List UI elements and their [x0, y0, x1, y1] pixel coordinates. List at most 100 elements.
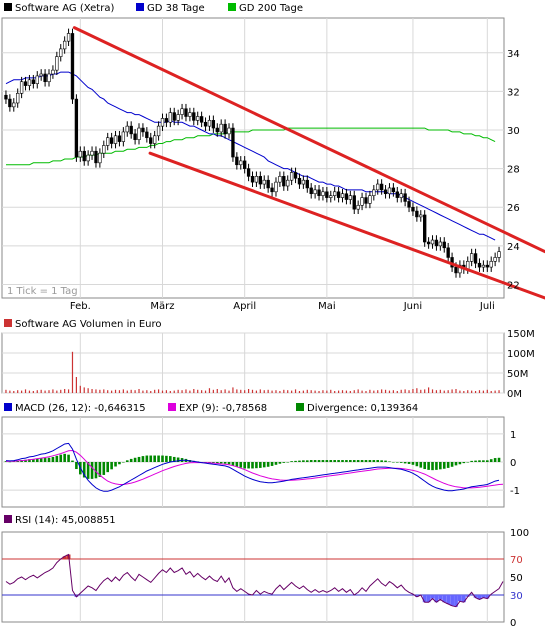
divergence-bar-74 — [294, 460, 297, 462]
candle-body-43 — [172, 112, 176, 121]
volume-y-axis: 150M 100M 50M 0M — [507, 329, 535, 400]
volume-bar-52 — [208, 388, 211, 393]
volume-bar-99 — [392, 390, 394, 393]
candle-body-110 — [434, 239, 439, 247]
candle-60 — [239, 156, 243, 170]
candle-body-73 — [289, 172, 294, 181]
price-series — [4, 28, 501, 278]
volume-bar-37 — [150, 391, 152, 393]
candle-body-44 — [176, 114, 180, 121]
candle-26 — [106, 132, 110, 151]
divergence-bar-107 — [423, 462, 426, 470]
divergence-bar-86 — [341, 460, 344, 462]
candle-body-64 — [254, 176, 259, 183]
candle-body-98 — [387, 187, 392, 195]
volume-bar-12 — [52, 389, 54, 393]
trend-line-upper — [72, 26, 545, 254]
divergence-bar-71 — [282, 462, 286, 463]
volume-bar-113 — [447, 390, 449, 393]
divergence-bar-44 — [176, 457, 180, 462]
candle-106 — [419, 210, 423, 222]
candle-body-37 — [149, 137, 153, 144]
candle-81 — [321, 186, 325, 201]
candle-body-29 — [117, 135, 122, 142]
candle-80 — [317, 185, 321, 201]
divergence-bar-11 — [47, 457, 51, 462]
volume-bar-64 — [255, 390, 258, 393]
divergence-bar-76 — [302, 460, 305, 462]
volume-bar-30 — [122, 389, 124, 393]
volume-bar-101 — [400, 389, 402, 393]
rsi-y-axis: 100 70 50 30 0 — [510, 528, 529, 629]
trend-channel — [72, 26, 545, 300]
candle-59 — [235, 152, 239, 170]
divergence-bar-18 — [75, 462, 78, 470]
candle-body-81 — [321, 191, 325, 196]
candle-body-48 — [192, 112, 196, 121]
volume-bar-44 — [177, 389, 179, 393]
volume-bar-82 — [326, 390, 328, 393]
rsi-panel: RSI (14): 45,008851 100 70 50 30 0 — [1, 515, 529, 629]
candle-body-39 — [156, 125, 161, 137]
price-y-tick-1: 24 — [507, 242, 520, 253]
divergence-bar-122 — [482, 460, 485, 462]
candle-body-78 — [309, 187, 313, 195]
candle-body-82 — [325, 191, 329, 198]
volume-legend-swatch — [4, 319, 12, 327]
candle-29 — [117, 130, 122, 147]
volume-bar-80 — [318, 391, 320, 393]
volume-bar-103 — [408, 390, 410, 393]
candle-body-33 — [133, 133, 137, 140]
volume-bar-123 — [486, 389, 488, 393]
volume-bar-110 — [435, 390, 438, 393]
candle-body-103 — [407, 201, 411, 208]
candle-56 — [223, 119, 227, 139]
volume-bar-120 — [474, 391, 477, 393]
candle-body-69 — [274, 181, 278, 193]
candle-body-36 — [145, 131, 149, 139]
divergence-bar-75 — [298, 460, 301, 462]
candle-14 — [59, 44, 63, 62]
divergence-bar-57 — [227, 462, 231, 465]
candle-body-108 — [426, 241, 431, 245]
candle-58 — [231, 123, 235, 162]
divergence-bar-98 — [388, 461, 391, 462]
candle-120 — [473, 248, 478, 269]
candle-15 — [62, 36, 67, 54]
volume-bar-79 — [314, 390, 316, 393]
candle-body-35 — [141, 127, 145, 133]
volume-bar-107 — [424, 389, 426, 393]
candle-body-20 — [82, 150, 86, 162]
volume-bar-48 — [193, 389, 195, 393]
candle-body-111 — [438, 241, 443, 247]
volume-bar-47 — [189, 390, 191, 393]
volume-bar-63 — [251, 389, 254, 393]
volume-bar-86 — [341, 390, 344, 393]
candle-98 — [387, 183, 392, 199]
divergence-bar-115 — [454, 462, 458, 466]
rsi-oversold-107 — [422, 595, 427, 603]
candle-body-101 — [399, 193, 403, 198]
candle-83 — [329, 190, 333, 203]
candle-126 — [497, 246, 501, 263]
candle-body-70 — [278, 176, 282, 183]
volume-bar-93 — [369, 389, 371, 393]
divergence-bar-6 — [28, 459, 31, 462]
divergence-bar-110 — [435, 462, 438, 470]
price-y-tick-0: 22 — [507, 280, 520, 291]
volume-grid — [2, 332, 504, 394]
volume-bar-77 — [306, 389, 308, 393]
divergence-bar-97 — [384, 460, 387, 462]
divergence-bar-5 — [24, 459, 27, 462]
candle-body-65 — [258, 176, 262, 185]
divergence-bar-29 — [118, 462, 121, 465]
volume-bar-39 — [157, 389, 160, 393]
candle-51 — [203, 117, 208, 131]
candle-89 — [352, 190, 356, 214]
candle-body-71 — [282, 176, 286, 187]
volume-series — [5, 351, 500, 393]
candle-body-105 — [415, 210, 419, 218]
rsi-overbought-15 — [62, 556, 67, 559]
candle-body-54 — [215, 127, 219, 133]
exp-line — [5, 449, 504, 489]
